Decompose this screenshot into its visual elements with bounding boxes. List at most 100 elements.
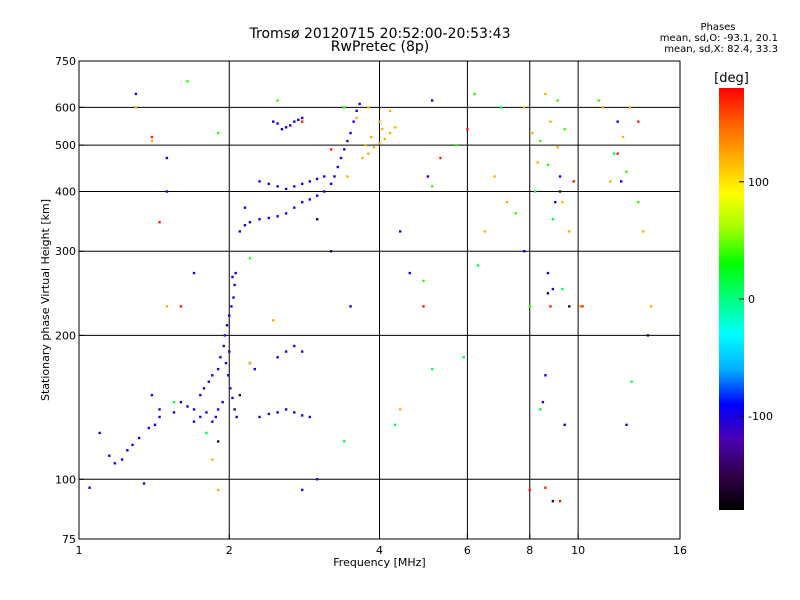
data-point (621, 135, 625, 139)
data-point (192, 420, 196, 423)
data-point (612, 152, 616, 155)
data-point (558, 499, 562, 503)
data-point (422, 305, 425, 308)
data-point (165, 190, 169, 193)
data-point (293, 206, 296, 209)
data-point (284, 350, 288, 353)
data-point (113, 462, 117, 465)
data-point (202, 387, 206, 390)
data-point (216, 408, 220, 411)
data-point (430, 99, 434, 102)
data-point (231, 396, 234, 400)
data-point (276, 215, 279, 218)
data-point (205, 431, 208, 435)
data-point (372, 146, 376, 149)
data-point (358, 102, 361, 106)
phase-stats-x: mean, sd,X: 82.4, 33.3 (664, 44, 778, 55)
data-point (248, 361, 252, 365)
data-point (572, 180, 575, 183)
data-point (499, 106, 503, 109)
data-point (216, 440, 220, 443)
data-point (158, 221, 161, 224)
data-point (216, 131, 220, 135)
data-point (646, 334, 650, 337)
data-point (528, 305, 531, 308)
data-point (554, 200, 557, 204)
data-point (339, 156, 343, 160)
data-point (120, 458, 124, 461)
data-point (211, 374, 214, 377)
data-point (284, 408, 288, 411)
data-point (380, 127, 384, 131)
data-point (568, 230, 571, 233)
data-point (192, 271, 196, 275)
data-point (216, 488, 220, 492)
data-point (297, 118, 300, 122)
x-tick-label: 2 (226, 544, 233, 557)
data-point (230, 305, 233, 308)
data-point (276, 99, 279, 102)
data-point (581, 305, 584, 308)
data-point (329, 182, 333, 186)
data-point (430, 367, 434, 371)
chart-title: Tromsø 20120715 20:52:00-20:53:43 (249, 26, 511, 42)
data-point (199, 393, 202, 397)
data-point (211, 458, 214, 461)
data-point (388, 131, 392, 135)
data-point (563, 127, 566, 131)
data-point (551, 287, 555, 291)
data-point (231, 275, 234, 279)
data-point (333, 175, 336, 178)
data-point (229, 387, 232, 390)
data-point (238, 393, 242, 397)
colorbar-tick-label: 100 (748, 176, 769, 189)
data-point (336, 165, 340, 169)
data-point (398, 230, 402, 233)
data-point (378, 141, 381, 145)
data-point (315, 218, 319, 221)
data-point (243, 224, 247, 227)
data-point (179, 400, 183, 404)
data-point (367, 106, 370, 109)
data-point (355, 109, 358, 113)
data-point (549, 120, 552, 123)
data-point (142, 482, 146, 485)
data-point (625, 423, 628, 427)
data-point (225, 324, 229, 327)
chart-subtitle: RwPretec (8p) (330, 39, 430, 55)
data-point (563, 423, 566, 427)
data-point (551, 218, 555, 221)
data-point (315, 194, 319, 197)
data-point (364, 143, 367, 147)
data-point (568, 305, 571, 308)
data-point (558, 175, 562, 178)
data-point (641, 230, 645, 233)
data-point (137, 436, 141, 440)
data-point (267, 216, 270, 220)
data-point (232, 296, 235, 299)
data-point (349, 131, 352, 135)
data-point (165, 305, 169, 308)
data-point (289, 124, 292, 127)
data-point (533, 190, 537, 193)
data-point (329, 148, 333, 151)
data-point (352, 120, 355, 123)
data-point (284, 212, 288, 215)
data-point (150, 393, 154, 397)
data-point (546, 163, 550, 166)
y-axis-ticks: 75 100 200 300 400 500 600 750 (55, 55, 84, 546)
data-point (228, 314, 231, 317)
data-point (383, 137, 387, 141)
data-point (234, 271, 237, 275)
data-point (549, 305, 552, 308)
data-point (300, 120, 304, 123)
data-point (649, 305, 653, 308)
data-point (205, 411, 208, 414)
data-point (473, 92, 476, 96)
data-point (293, 411, 296, 414)
data-point (505, 200, 509, 204)
data-point (88, 486, 91, 489)
data-point (131, 443, 134, 447)
data-point (300, 414, 304, 417)
data-point (186, 405, 189, 408)
